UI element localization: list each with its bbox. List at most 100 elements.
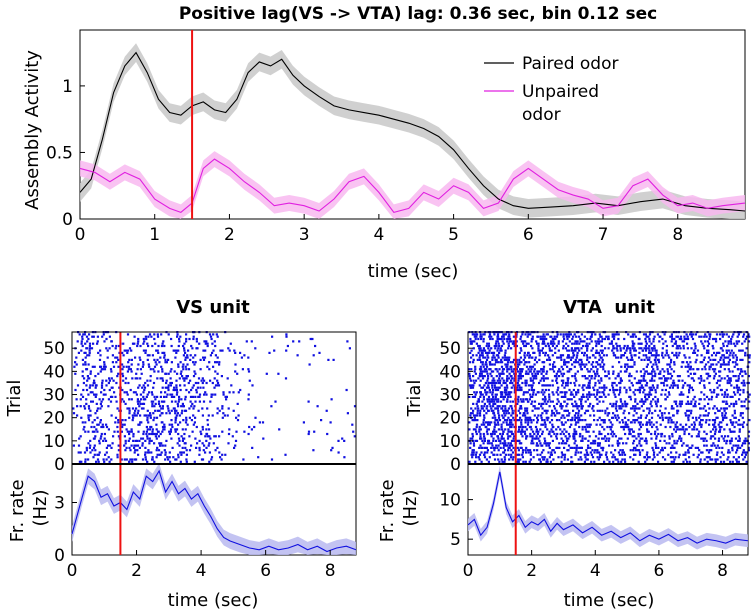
vta-raster-spike — [578, 425, 581, 429]
vs-raster-spike — [134, 356, 137, 359]
vs-raster-spike — [85, 449, 88, 452]
vta-raster-spike — [624, 432, 627, 436]
vta-raster-spike — [688, 356, 691, 359]
vta-raster-spike — [584, 344, 588, 348]
vta-raster-spike — [599, 349, 602, 352]
vs-raster-spike — [117, 421, 120, 424]
vs-raster-spike — [161, 370, 164, 373]
vta-raster-spike — [536, 453, 539, 456]
vta-raster-spike — [722, 358, 725, 361]
vta-raster-spike — [471, 456, 474, 459]
vta-raster-spike — [502, 398, 505, 401]
vta-raster-spike — [617, 356, 620, 359]
vta-raster-spike — [510, 375, 513, 378]
vta-raster-spike — [655, 425, 658, 429]
vs-raster-spike — [285, 335, 288, 338]
vta-raster-spike — [595, 349, 598, 352]
vta-raster-spike — [611, 423, 614, 426]
vta-raster-spike — [538, 435, 542, 438]
vta-raster-spike — [496, 453, 499, 456]
vta-raster-spike — [668, 435, 671, 438]
vs-raster-ytick-label: 40 — [43, 362, 65, 382]
vta-raster-spike — [544, 425, 547, 429]
vs-raster-spike — [144, 398, 147, 401]
vta-raster-spike — [496, 340, 499, 343]
vta-raster-spike — [486, 351, 489, 354]
vta-raster-spike — [665, 344, 668, 348]
vta-raster-spike — [595, 342, 598, 345]
vta-raster-spike — [482, 421, 485, 424]
vta-raster-spike — [717, 423, 720, 426]
vs-raster-spike — [265, 372, 268, 375]
vta-raster-spike — [512, 370, 515, 373]
vta-raster-spike — [485, 368, 488, 371]
vta-raster-spike — [559, 370, 562, 373]
vs-raster-spike — [136, 342, 139, 345]
vta-raster-spike — [550, 451, 553, 454]
vta-raster-spike — [551, 423, 554, 426]
vta-raster-spike — [699, 375, 703, 378]
vta-raster-spike — [645, 335, 648, 338]
vs-raster-spike — [207, 414, 210, 417]
vta-raster-spike — [520, 419, 523, 422]
vta-raster-spike — [707, 375, 710, 378]
vta-raster-spike — [524, 432, 527, 436]
vta-raster-spike — [654, 430, 657, 433]
vs-raster-spike — [108, 335, 111, 338]
vs-raster-spike — [88, 347, 92, 350]
vs-raster-spike — [101, 335, 104, 338]
vs-raster-spike — [178, 340, 181, 343]
vs-raster-spike — [142, 342, 145, 345]
vta-raster-spike — [485, 412, 488, 415]
vs-raster-spike — [209, 437, 212, 440]
vs-raster-spike — [151, 428, 154, 431]
vs-raster-spike — [101, 381, 104, 385]
vta-raster-spike — [612, 351, 615, 354]
vs-raster-spike — [163, 356, 166, 359]
vta-raster-spike — [692, 453, 695, 456]
vta-raster-spike — [520, 386, 523, 389]
vs-raster-spike — [158, 442, 161, 445]
vta-raster-spike — [588, 342, 591, 345]
vs-raster-spike — [182, 344, 185, 348]
vta-raster-spike — [727, 342, 730, 345]
vta-raster-spike — [611, 386, 615, 389]
vta-raster-spike — [546, 333, 549, 336]
vta-raster-spike — [489, 432, 493, 436]
vta-raster-spike — [472, 358, 475, 361]
vs-raster-spike — [146, 379, 149, 382]
vta-raster-spike — [575, 412, 578, 415]
vta-raster-spike — [694, 446, 697, 449]
vta-raster-spike — [525, 398, 529, 401]
vta-raster-spike — [651, 375, 654, 378]
vta-raster-spike — [570, 423, 573, 426]
vs-raster-spike — [106, 349, 109, 352]
vs-raster-spike — [88, 407, 91, 410]
vta-raster-spike — [721, 393, 724, 396]
vta-raster-spike — [554, 414, 557, 417]
vs-raster-spike — [130, 430, 133, 433]
vta-raster-spike — [504, 428, 507, 431]
vta-raster-spike — [592, 442, 595, 445]
vta-raster-spike — [483, 437, 486, 440]
vta-raster-spike — [473, 340, 476, 343]
vta-raster-spike — [532, 405, 535, 408]
vta-raster-spike — [491, 384, 494, 387]
vta-raster-spike — [596, 361, 599, 364]
vta-raster-spike — [580, 333, 583, 336]
vs-raster-spike — [97, 423, 100, 426]
vta-raster-spike — [633, 333, 636, 336]
vta-raster-spike — [663, 384, 666, 387]
vs-raster-spike — [78, 437, 81, 440]
vta-raster-spike — [497, 356, 500, 359]
vta-raster-spike — [621, 419, 624, 422]
vta-raster-spike — [530, 421, 533, 424]
vs-raster-spike — [121, 372, 124, 375]
vta-raster-spike — [655, 437, 658, 440]
vta-raster-spike — [508, 458, 511, 461]
vs-raster-spike — [232, 409, 235, 412]
vs-raster-spike — [209, 354, 212, 357]
vta-raster-spike — [612, 337, 616, 341]
vta-raster-spike — [700, 437, 703, 440]
